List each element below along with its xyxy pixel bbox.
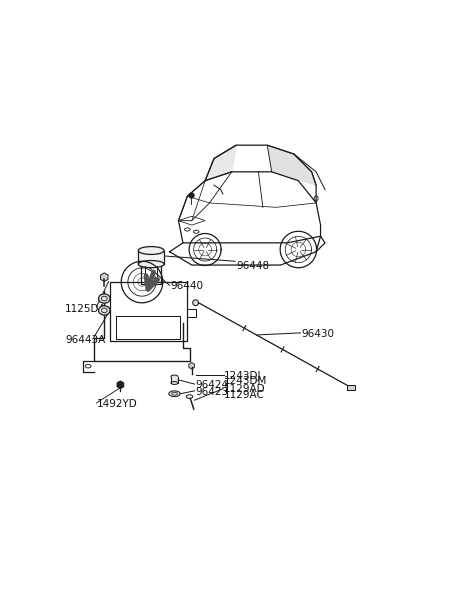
- Ellipse shape: [98, 294, 110, 304]
- Text: 1243DM: 1243DM: [224, 376, 267, 386]
- Text: 1129AD: 1129AD: [224, 385, 266, 394]
- Text: 96443A: 96443A: [65, 335, 105, 345]
- Text: 96430: 96430: [301, 329, 334, 339]
- Ellipse shape: [138, 261, 164, 267]
- Polygon shape: [267, 145, 316, 185]
- Polygon shape: [193, 300, 199, 305]
- Text: 1129AC: 1129AC: [224, 390, 265, 400]
- Text: 96423: 96423: [195, 387, 229, 397]
- Polygon shape: [205, 145, 236, 181]
- Ellipse shape: [171, 375, 178, 378]
- Text: 96440: 96440: [170, 281, 204, 291]
- Bar: [347, 385, 355, 390]
- Text: 1243DJ: 1243DJ: [224, 371, 262, 381]
- Text: 96448: 96448: [237, 261, 270, 271]
- Text: 1492YD: 1492YD: [97, 400, 138, 409]
- Bar: [109, 282, 187, 341]
- Ellipse shape: [138, 246, 164, 254]
- Ellipse shape: [171, 382, 178, 385]
- Ellipse shape: [98, 306, 110, 315]
- Bar: [116, 316, 180, 340]
- Text: 96424: 96424: [195, 380, 229, 390]
- Ellipse shape: [169, 391, 180, 397]
- Text: 1125DA: 1125DA: [65, 304, 106, 314]
